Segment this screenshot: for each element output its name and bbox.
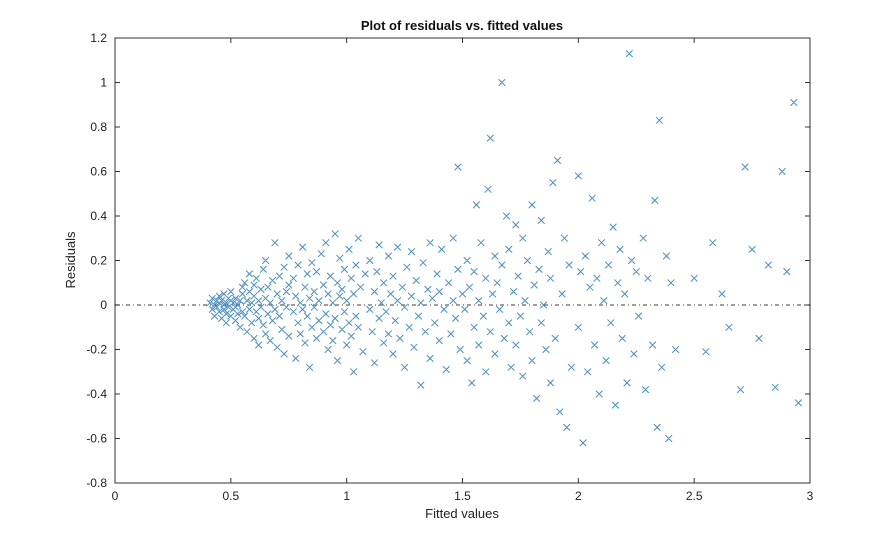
y-tick-label: 0.2 [90,254,107,268]
scatter-points-group [206,50,802,447]
y-tick-label: 0 [100,298,107,312]
y-tick-label: 1.2 [90,31,107,45]
y-axis-label: Residuals [63,231,78,289]
plot-title: Plot of residuals vs. fitted values [361,18,563,33]
y-tick-label: -0.2 [86,343,107,357]
y-tick-label: -0.4 [86,387,107,401]
x-tick-label: 1.5 [454,489,471,503]
y-tick-label: 1 [100,76,107,90]
x-axis-label: Fitted values [425,506,499,521]
y-tick-label: -0.8 [86,476,107,490]
scatter-points [206,50,802,447]
axes-group: 0 0.5 1 1.5 2 2.5 3 -0.8 -0.6 -0.4 -0.2 0 0.2 0.4 0.6 0… [86,31,813,503]
x-tick-label: 3 [807,489,814,503]
axes-box [114,37,811,484]
x-tick-label: 0 [112,489,119,503]
y-tick-label: 0.4 [90,209,107,223]
y-tick-label: 0.6 [90,165,107,179]
x-tick-label: 0.5 [222,489,239,503]
x-tick-label: 2.5 [686,489,703,503]
y-tick-label: 0.8 [90,120,107,134]
x-tick-label: 1 [343,489,350,503]
x-tick-label: 2 [575,489,582,503]
y-tick-label: -0.6 [86,432,107,446]
